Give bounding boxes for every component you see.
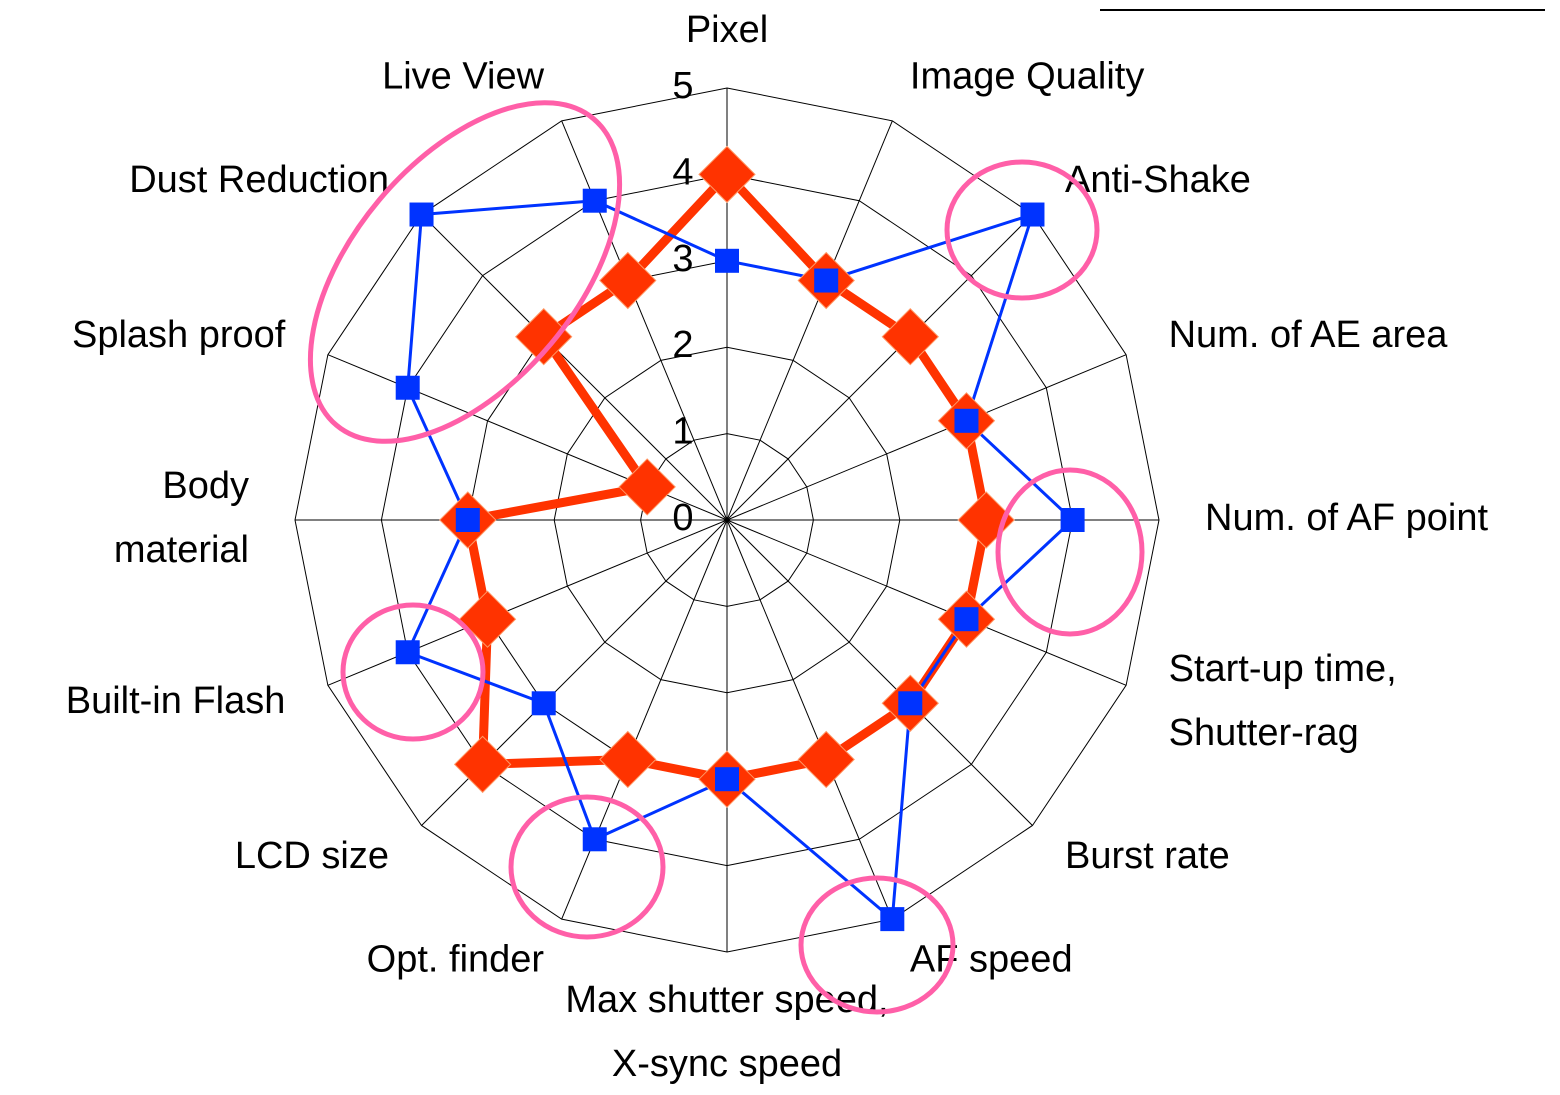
category-label: Live View [382, 55, 545, 97]
tick-label: 0 [672, 497, 693, 539]
square-marker [409, 202, 434, 227]
diamond-marker [618, 458, 676, 516]
spoke [421, 214, 728, 521]
category-label: Anti-Shake [1065, 159, 1251, 201]
category-label: Body material [114, 465, 249, 571]
square-marker [814, 268, 839, 293]
highlight-ellipse [798, 875, 956, 1015]
category-label: AF speed [910, 939, 1073, 981]
square-marker [582, 188, 607, 213]
category-label: Image Quality [910, 55, 1144, 97]
square-marker [954, 607, 979, 632]
square-marker [395, 640, 420, 665]
diamond-marker [453, 735, 512, 794]
spoke [726, 354, 1127, 521]
highlight-ellipse [508, 794, 666, 940]
diamond-marker [797, 730, 855, 789]
spoke [726, 214, 1033, 521]
square-marker [455, 508, 480, 532]
highlight-ellipse [995, 467, 1145, 637]
marks [395, 145, 1085, 932]
square-marker [395, 375, 420, 400]
square-marker [715, 248, 739, 273]
highlight-ellipse [944, 159, 1100, 301]
square-marker [898, 691, 923, 716]
square-marker [582, 827, 607, 852]
tick-label: 3 [672, 238, 693, 280]
labels: 0 1 2 3 4 5 Pixel Image Quality Anti-Shake Num. o… [66, 9, 1489, 1085]
tick-label: 5 [672, 65, 693, 107]
category-label: Burst rate [1065, 835, 1230, 877]
tick-label: 4 [672, 151, 693, 193]
spoke [726, 519, 1033, 826]
square-marker [880, 907, 905, 932]
category-label: Num. of AE area [1169, 314, 1449, 356]
category-label: Splash proof [72, 314, 286, 356]
spoke [561, 519, 728, 920]
category-label: Start-up time, Shutter-rag [1169, 648, 1397, 754]
tick-label: 1 [672, 411, 693, 453]
spoke [726, 519, 893, 920]
spoke [726, 519, 1127, 686]
spoke [561, 120, 728, 521]
category-label: Pixel [686, 9, 768, 51]
diamond-marker [599, 251, 657, 310]
category-label: LCD size [235, 835, 389, 877]
category-label: Opt. finder [367, 939, 545, 981]
square-marker [1060, 508, 1085, 532]
series-line [406, 199, 1075, 921]
category-label: Max shutter speed, X-sync speed [565, 979, 888, 1085]
grid [294, 87, 1160, 953]
diamond-marker [599, 730, 657, 789]
tick-label: 2 [672, 324, 693, 366]
square-marker [531, 691, 556, 716]
square-marker [715, 767, 739, 792]
spoke [327, 519, 728, 686]
diamond-marker [458, 590, 517, 648]
annotations [307, 100, 1145, 1015]
spoke [726, 120, 893, 521]
spoke [421, 519, 728, 826]
category-label: Dust Reduction [129, 159, 389, 201]
category-label: Built-in Flash [66, 680, 286, 722]
highlight-ellipse [307, 100, 623, 444]
category-label: Num. of AF point [1205, 497, 1488, 539]
highlight-ellipse [340, 602, 486, 742]
diamond-marker [698, 145, 756, 204]
square-marker [1020, 202, 1045, 227]
square-marker [954, 408, 979, 433]
diamond-marker [881, 308, 939, 366]
